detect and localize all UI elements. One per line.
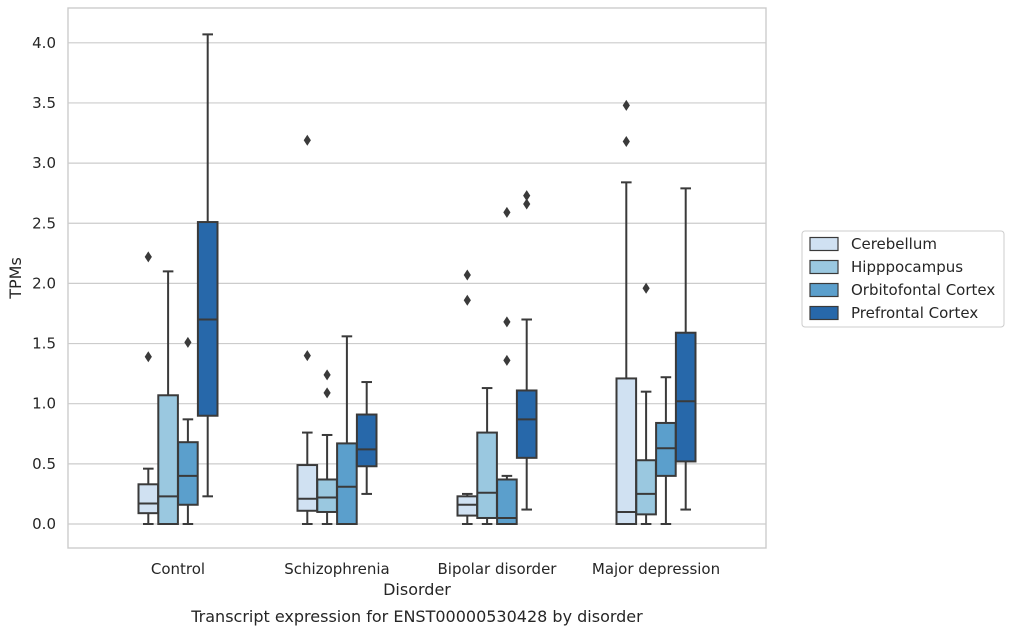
x-tick-label: Control xyxy=(151,560,205,578)
x-axis-label: Disorder xyxy=(383,580,451,599)
box-iqr xyxy=(296,464,319,512)
box-iqr xyxy=(615,377,638,526)
legend-frame xyxy=(801,230,1005,328)
box-prefrontal-cortex-3 xyxy=(674,187,697,511)
box-iqr xyxy=(137,483,160,515)
box-iqr xyxy=(515,389,538,459)
y-tick-label: 1.0 xyxy=(32,395,56,413)
box-orbitofontal-cortex-2 xyxy=(496,206,518,526)
outlier-point xyxy=(303,350,311,362)
legend-swatch xyxy=(809,305,839,321)
outlier-point xyxy=(144,251,152,263)
legend-label: Orbitofontal Cortex xyxy=(851,281,995,299)
box-iqr xyxy=(674,331,697,463)
box-iqr xyxy=(157,394,179,525)
outlier-point xyxy=(323,369,331,381)
box-iqr xyxy=(476,431,498,519)
box-plots xyxy=(137,33,697,526)
legend-label: Hipppocampus xyxy=(851,258,963,276)
legend-swatch xyxy=(809,259,839,275)
y-tick-label: 3.0 xyxy=(32,154,56,172)
outlier-point xyxy=(463,294,471,306)
chart-caption: Transcript expression for ENST0000053042… xyxy=(190,607,643,626)
plot-frame xyxy=(67,7,767,549)
outlier-point xyxy=(503,354,511,366)
x-axis-ticks: Control Schizophrenia Bipolar disorder Majo… xyxy=(151,560,720,578)
legend-label: Prefrontal Cortex xyxy=(851,304,978,322)
outlier-point xyxy=(144,351,152,363)
outlier-point xyxy=(184,336,192,348)
y-tick-label: 3.5 xyxy=(32,94,56,112)
outlier-point xyxy=(323,387,331,399)
outlier-point xyxy=(622,99,630,111)
outlier-point xyxy=(622,135,630,147)
y-axis-ticks: 0.0 0.5 1.0 1.5 2.0 2.5 3.0 3.5 4.0 xyxy=(32,34,56,533)
box-iqr xyxy=(496,478,518,526)
x-tick-label: Major depression xyxy=(592,560,720,578)
outlier-point xyxy=(463,269,471,281)
box-iqr xyxy=(456,495,479,517)
outlier-point xyxy=(303,134,311,146)
box-iqr xyxy=(655,421,677,477)
legend-swatch xyxy=(809,236,839,252)
legend-label: Cerebellum xyxy=(851,235,937,253)
box-prefrontal-cortex-2 xyxy=(515,190,538,511)
box-orbitofontal-cortex-0 xyxy=(177,336,199,525)
box-iqr xyxy=(177,441,199,506)
outlier-point xyxy=(503,206,511,218)
outlier-point xyxy=(523,198,531,210)
y-tick-label: 1.5 xyxy=(32,335,56,353)
box-iqr xyxy=(316,478,338,513)
box-orbitofontal-cortex-1 xyxy=(336,335,358,525)
x-tick-label: Schizophrenia xyxy=(284,560,389,578)
legend-swatch xyxy=(809,282,839,298)
outlier-point xyxy=(523,190,531,202)
box-cerebellum-3 xyxy=(615,99,638,526)
box-hipppocampus-3 xyxy=(635,282,657,525)
legend: Cerebellum Hipppocampus Orbitofontal Corte… xyxy=(801,230,1005,328)
box-prefrontal-cortex-1 xyxy=(355,381,378,495)
box-iqr xyxy=(635,459,657,516)
y-tick-label: 4.0 xyxy=(32,34,56,52)
box-iqr xyxy=(355,413,378,468)
y-tick-label: 0.5 xyxy=(32,455,56,473)
outlier-point xyxy=(642,282,650,294)
box-prefrontal-cortex-0 xyxy=(196,33,219,498)
box-hipppocampus-2 xyxy=(476,387,498,525)
y-axis-label: TPMs xyxy=(6,257,25,300)
x-tick-label: Bipolar disorder xyxy=(438,560,558,578)
y-tick-label: 0.0 xyxy=(32,515,56,533)
box-iqr xyxy=(336,442,358,525)
y-tick-label: 2.5 xyxy=(32,214,56,232)
outlier-point xyxy=(503,316,511,328)
y-tick-label: 2.0 xyxy=(32,274,56,292)
